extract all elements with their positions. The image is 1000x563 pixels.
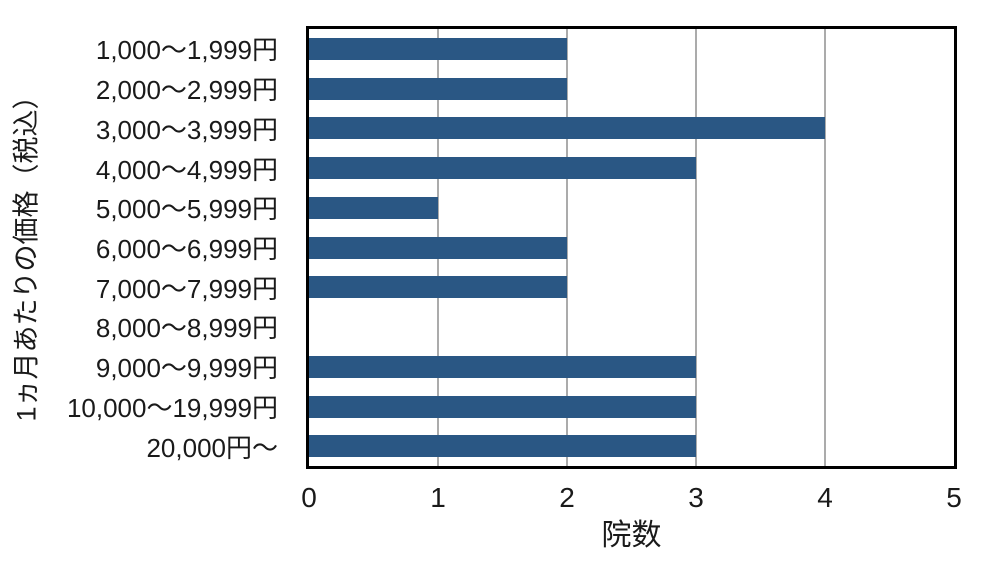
category-label: 6,000～6,999円 bbox=[95, 233, 278, 264]
category-label: 9,000～9,999円 bbox=[95, 353, 278, 384]
x-axis-tick-labels: 0 1 2 3 4 5 bbox=[301, 482, 962, 514]
category-label: 1,000～1,999円 bbox=[95, 35, 278, 66]
x-tick-label: 5 bbox=[946, 482, 962, 513]
bar bbox=[309, 77, 567, 100]
bar bbox=[309, 157, 696, 180]
category-label: 7,000～7,999円 bbox=[95, 273, 278, 304]
bar bbox=[309, 236, 567, 259]
plot-area bbox=[306, 26, 957, 469]
bar bbox=[309, 196, 438, 219]
bar bbox=[309, 276, 567, 299]
bar bbox=[309, 117, 825, 140]
category-label: 4,000～4,999円 bbox=[95, 154, 278, 185]
category-label: 2,000～2,999円 bbox=[95, 75, 278, 106]
gridline bbox=[566, 29, 568, 466]
bar bbox=[309, 435, 696, 458]
category-label: 3,000～3,999円 bbox=[95, 114, 278, 145]
x-tick-label: 4 bbox=[817, 482, 833, 513]
y-axis-labels: 1,000～1,999円 2,000～2,999円 3,000～3,999円 4,00… bbox=[0, 29, 278, 466]
x-axis-title: 院数 bbox=[601, 519, 662, 552]
gridline bbox=[824, 29, 826, 466]
gridline bbox=[695, 29, 697, 466]
bar bbox=[309, 355, 696, 378]
category-label: 5,000～5,999円 bbox=[95, 194, 278, 225]
x-tick-label: 1 bbox=[430, 482, 446, 513]
category-label: 20,000円～ bbox=[146, 432, 278, 463]
x-tick-label: 2 bbox=[559, 482, 575, 513]
bar bbox=[309, 38, 567, 60]
bar bbox=[309, 395, 696, 418]
category-label: 8,000～8,999円 bbox=[95, 313, 278, 344]
category-label: 10,000～19,999円 bbox=[66, 392, 278, 423]
x-tick-label: 3 bbox=[688, 482, 704, 513]
x-tick-label: 0 bbox=[301, 482, 317, 513]
